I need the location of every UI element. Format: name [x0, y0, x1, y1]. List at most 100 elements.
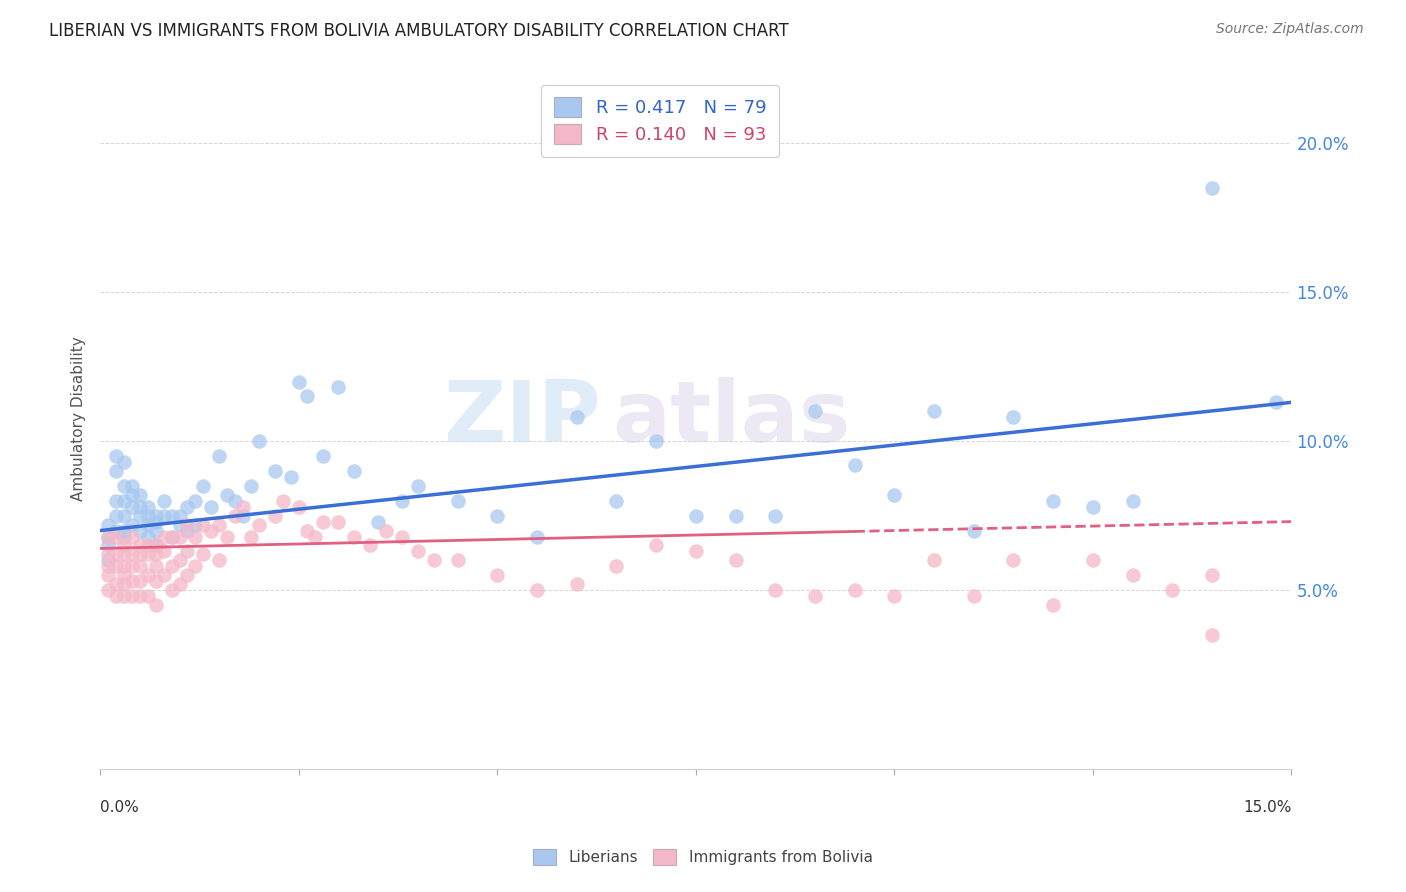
Point — [112, 508, 135, 523]
Point — [1201, 180, 1223, 194]
Point — [367, 515, 389, 529]
Point — [136, 508, 159, 523]
Point — [763, 508, 786, 523]
Point — [97, 568, 120, 582]
Point — [176, 568, 198, 582]
Point — [486, 508, 509, 523]
Point — [963, 589, 986, 603]
Point — [136, 568, 159, 582]
Point — [169, 577, 191, 591]
Point — [724, 553, 747, 567]
Point — [121, 517, 143, 532]
Point — [176, 524, 198, 538]
Point — [105, 524, 128, 538]
Point — [883, 589, 905, 603]
Point — [271, 493, 294, 508]
Point — [804, 589, 827, 603]
Point — [97, 583, 120, 598]
Point — [176, 517, 198, 532]
Point — [128, 574, 150, 589]
Point — [217, 488, 239, 502]
Point — [160, 529, 183, 543]
Point — [97, 538, 120, 552]
Point — [121, 574, 143, 589]
Point — [128, 589, 150, 603]
Point — [160, 529, 183, 543]
Point — [152, 568, 174, 582]
Point — [193, 517, 215, 532]
Point — [145, 548, 167, 562]
Point — [280, 470, 302, 484]
Point — [121, 559, 143, 574]
Point — [406, 544, 429, 558]
Point — [724, 508, 747, 523]
Point — [287, 375, 309, 389]
Point — [1002, 553, 1025, 567]
Point — [1201, 568, 1223, 582]
Point — [247, 517, 270, 532]
Point — [287, 500, 309, 514]
Point — [97, 529, 120, 543]
Point — [1081, 553, 1104, 567]
Point — [112, 493, 135, 508]
Point — [526, 583, 548, 598]
Point — [105, 589, 128, 603]
Point — [112, 577, 135, 591]
Point — [446, 553, 468, 567]
Text: ZIP: ZIP — [443, 377, 600, 460]
Point — [328, 515, 350, 529]
Point — [160, 508, 183, 523]
Point — [112, 568, 135, 582]
Point — [922, 553, 945, 567]
Point — [263, 508, 285, 523]
Point — [145, 559, 167, 574]
Point — [184, 559, 207, 574]
Point — [565, 577, 588, 591]
Point — [217, 529, 239, 543]
Point — [121, 529, 143, 543]
Point — [112, 479, 135, 493]
Point — [685, 508, 707, 523]
Point — [1264, 395, 1286, 409]
Point — [565, 410, 588, 425]
Point — [136, 548, 159, 562]
Point — [128, 488, 150, 502]
Point — [645, 538, 668, 552]
Point — [105, 508, 128, 523]
Point — [922, 404, 945, 418]
Point — [963, 524, 986, 538]
Point — [375, 524, 398, 538]
Point — [128, 524, 150, 538]
Point — [240, 529, 263, 543]
Point — [422, 553, 444, 567]
Point — [121, 479, 143, 493]
Text: Source: ZipAtlas.com: Source: ZipAtlas.com — [1216, 22, 1364, 37]
Point — [145, 524, 167, 538]
Point — [105, 464, 128, 478]
Point — [105, 559, 128, 574]
Point — [169, 529, 191, 543]
Point — [1042, 493, 1064, 508]
Legend: R = 0.417   N = 79, R = 0.140   N = 93: R = 0.417 N = 79, R = 0.140 N = 93 — [541, 85, 779, 157]
Point — [97, 517, 120, 532]
Point — [193, 548, 215, 562]
Point — [844, 583, 866, 598]
Point — [263, 464, 285, 478]
Point — [184, 529, 207, 543]
Point — [152, 544, 174, 558]
Point — [145, 598, 167, 612]
Point — [1122, 568, 1144, 582]
Point — [247, 434, 270, 449]
Point — [176, 544, 198, 558]
Point — [193, 479, 215, 493]
Text: LIBERIAN VS IMMIGRANTS FROM BOLIVIA AMBULATORY DISABILITY CORRELATION CHART: LIBERIAN VS IMMIGRANTS FROM BOLIVIA AMBU… — [49, 22, 789, 40]
Point — [112, 455, 135, 469]
Point — [169, 517, 191, 532]
Point — [112, 529, 135, 543]
Point — [446, 493, 468, 508]
Point — [128, 559, 150, 574]
Point — [169, 508, 191, 523]
Point — [343, 464, 366, 478]
Point — [105, 548, 128, 562]
Y-axis label: Ambulatory Disability: Ambulatory Disability — [72, 336, 86, 501]
